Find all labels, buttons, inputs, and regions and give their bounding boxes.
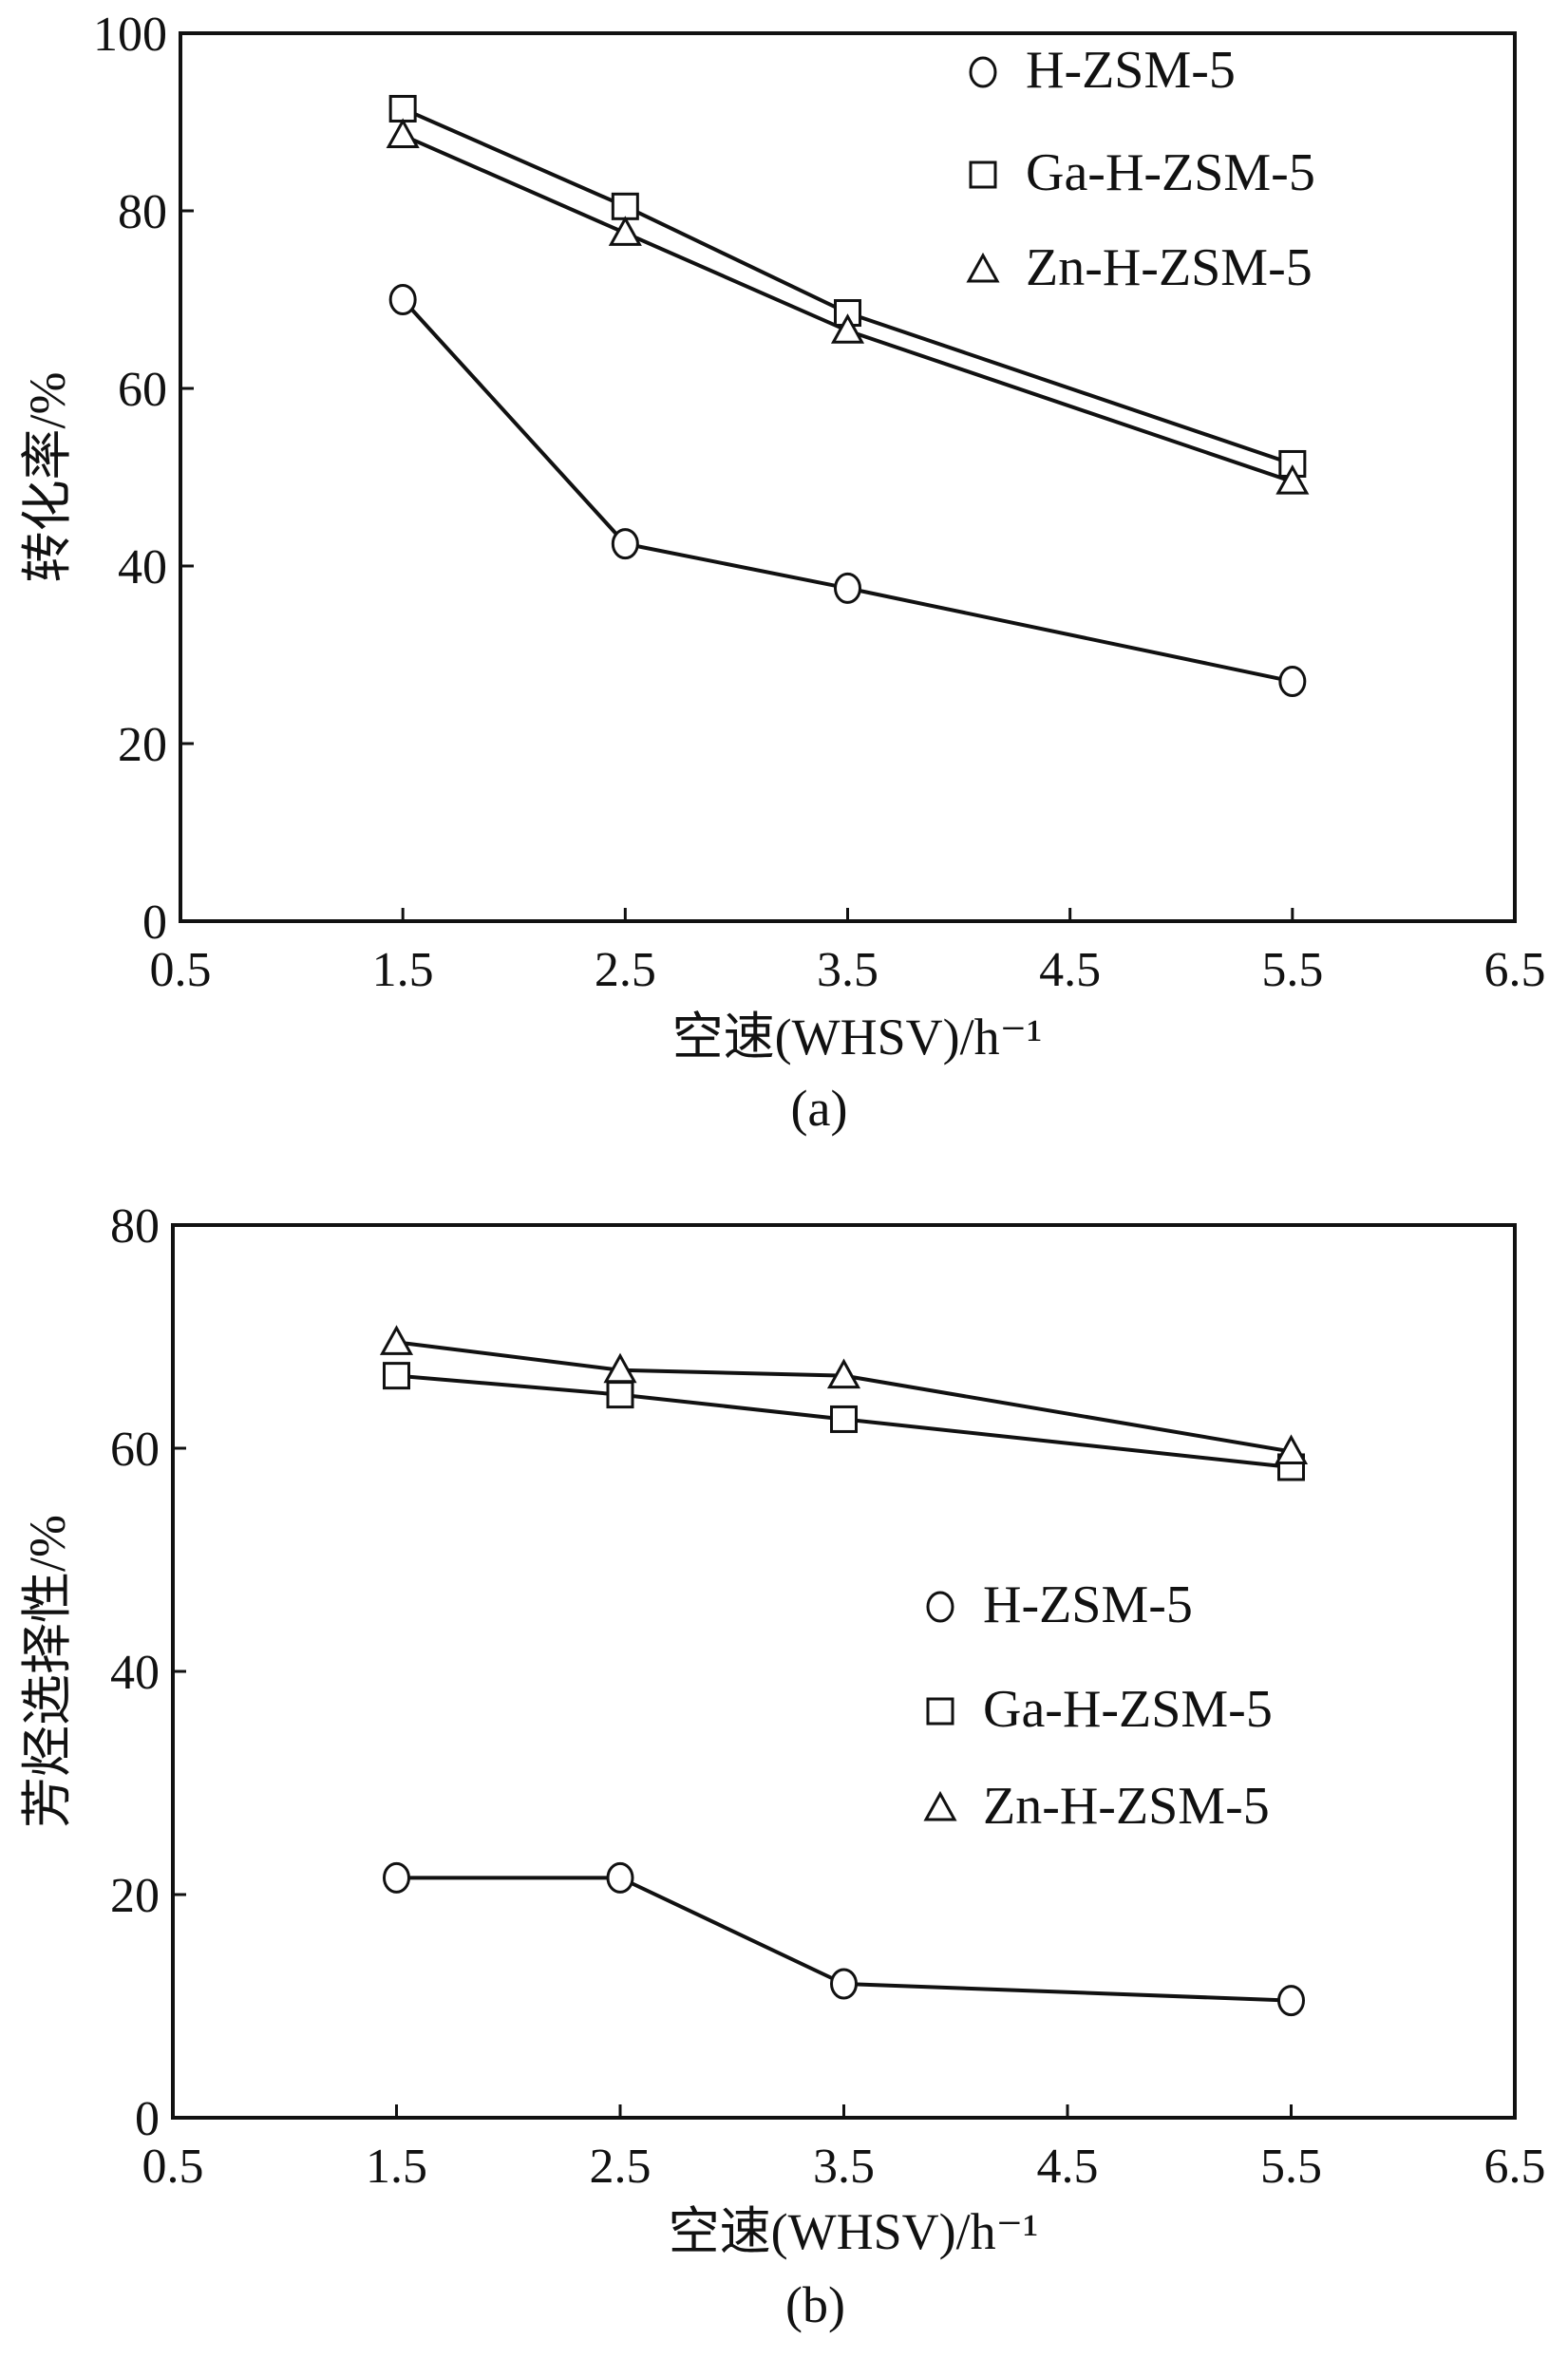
panel-b-x-tick-label: 1.5 <box>366 2140 427 2194</box>
panel-b-series-line-zn-h-zsm-5 <box>396 1340 1292 1454</box>
panel-b-data-point-h-zsm-5 <box>383 1861 410 1894</box>
panel-a-y-tick-label: 20 <box>118 718 167 772</box>
panel-b-data-point-zn-h-zsm-5 <box>826 1358 861 1389</box>
panel-b-panel-label: (b) <box>785 2276 845 2333</box>
panel-a-data-point-zn-h-zsm-5 <box>830 313 865 344</box>
panel-a-data-point-h-zsm-5 <box>1278 666 1307 698</box>
panel-b-y-tick-label: 80 <box>110 1199 160 1254</box>
panel-a-chart: 0.5 1.5 2.5 3.5 4.5 5.5 6.5 0 20 40 60 80 100 H-ZSM-5… <box>19 8 1546 1137</box>
panel-a-data-point-ga-h-zsm-5 <box>611 192 639 220</box>
panel-a-data-point-h-zsm-5 <box>834 572 861 604</box>
panel-b-series-line-ga-h-zsm-5 <box>396 1373 1292 1469</box>
panel-b-y-tick-label: 60 <box>110 1423 160 1477</box>
panel-b-y-tick-label: 0 <box>135 2092 160 2146</box>
panel-b-x-tick-label: 6.5 <box>1484 2140 1546 2194</box>
panel-b-y-tick-label: 20 <box>110 1869 160 1923</box>
panel-a-x-axis-label: 空速(WHSV)/h⁻¹ <box>672 1009 1043 1066</box>
panel-b-data-point-h-zsm-5 <box>606 1861 634 1894</box>
panel-a-data-point-zn-h-zsm-5 <box>608 216 642 246</box>
panel-a-x-tick-label: 1.5 <box>372 943 434 997</box>
panel-b-legend-marker-ga-h-zsm-5 <box>926 1697 954 1726</box>
panel-b-chart: 0.5 1.5 2.5 3.5 4.5 5.5 6.5 0 20 40 60 80 H-ZSM-5 Ga-… <box>19 1199 1546 2333</box>
panel-b-legend-marker-zn-h-zsm-5 <box>923 1790 957 1821</box>
panel-b-y-tick-label: 40 <box>110 1646 160 1700</box>
panel-b-x-tick-label: 2.5 <box>590 2140 652 2194</box>
panel-b-data-point-zn-h-zsm-5 <box>1274 1434 1309 1465</box>
panel-a-x-tick-label: 4.5 <box>1039 943 1101 997</box>
panel-a-series-line-ga-h-zsm-5 <box>402 106 1294 466</box>
panel-a-legend-label: H-ZSM-5 <box>1026 41 1236 100</box>
panel-b-x-axis-label: 空速(WHSV)/h⁻¹ <box>669 2203 1039 2260</box>
panel-b-data-point-zn-h-zsm-5 <box>379 1325 414 1355</box>
panel-a-legend-marker-ga-h-zsm-5 <box>969 160 997 189</box>
panel-b-data-point-h-zsm-5 <box>830 1968 858 2000</box>
panel-b-data-point-ga-h-zsm-5 <box>830 1405 858 1433</box>
panel-b-y-axis-label: 芳烃选择性/% <box>19 1515 76 1828</box>
panel-a-legend-label: Zn-H-ZSM-5 <box>1026 238 1313 297</box>
panel-a-x-tick-label: 5.5 <box>1261 943 1323 997</box>
panel-b-x-tick-label: 4.5 <box>1037 2140 1099 2194</box>
panel-b-data-point-zn-h-zsm-5 <box>603 1352 637 1384</box>
panel-a-legend-marker-h-zsm-5 <box>969 56 997 88</box>
panel-b-data-point-ga-h-zsm-5 <box>606 1381 634 1409</box>
panel-a-y-axis-label: 转化率/% <box>19 372 76 583</box>
panel-b-legend-marker-h-zsm-5 <box>926 1591 954 1623</box>
panel-a-x-tick-label: 3.5 <box>817 943 878 997</box>
panel-b-legend-label: Zn-H-ZSM-5 <box>983 1777 1270 1836</box>
panel-a-y-tick-label: 40 <box>118 540 167 594</box>
panel-a-data-point-h-zsm-5 <box>388 284 417 315</box>
panel-a-legend-marker-zn-h-zsm-5 <box>966 252 1000 283</box>
panel-b-series-line-h-zsm-5 <box>396 1876 1292 2003</box>
panel-b-x-tick-label: 5.5 <box>1260 2140 1322 2194</box>
panel-a-series-line-h-zsm-5 <box>401 298 1294 684</box>
panel-b-legend-label: H-ZSM-5 <box>983 1575 1193 1634</box>
panel-a-legend-label: Ga-H-ZSM-5 <box>1026 143 1315 202</box>
panel-b-x-tick-label: 0.5 <box>142 2140 204 2194</box>
panel-a-y-tick-label: 80 <box>118 185 167 239</box>
panel-a-series-line-zn-h-zsm-5 <box>402 133 1294 484</box>
panel-a-data-point-zn-h-zsm-5 <box>1275 464 1310 495</box>
panel-a-x-tick-label: 6.5 <box>1484 943 1546 997</box>
panel-a-x-tick-label: 2.5 <box>595 943 656 997</box>
panel-a-y-tick-label: 0 <box>142 896 167 950</box>
panel-b-data-point-h-zsm-5 <box>1277 1985 1305 2017</box>
panel-a-data-point-zn-h-zsm-5 <box>386 118 420 149</box>
panel-a-data-point-ga-h-zsm-5 <box>388 94 417 123</box>
panel-b-legend-label: Ga-H-ZSM-5 <box>983 1680 1273 1739</box>
panel-a-y-tick-label: 100 <box>93 8 167 62</box>
panel-a-x-tick-label: 0.5 <box>150 943 212 997</box>
panel-b-x-tick-label: 3.5 <box>813 2140 875 2194</box>
panel-a-data-point-h-zsm-5 <box>611 528 639 560</box>
panel-a-y-tick-label: 60 <box>118 363 167 417</box>
panel-b-data-point-ga-h-zsm-5 <box>383 1362 410 1390</box>
panel-a-panel-label: (a) <box>791 1080 848 1137</box>
